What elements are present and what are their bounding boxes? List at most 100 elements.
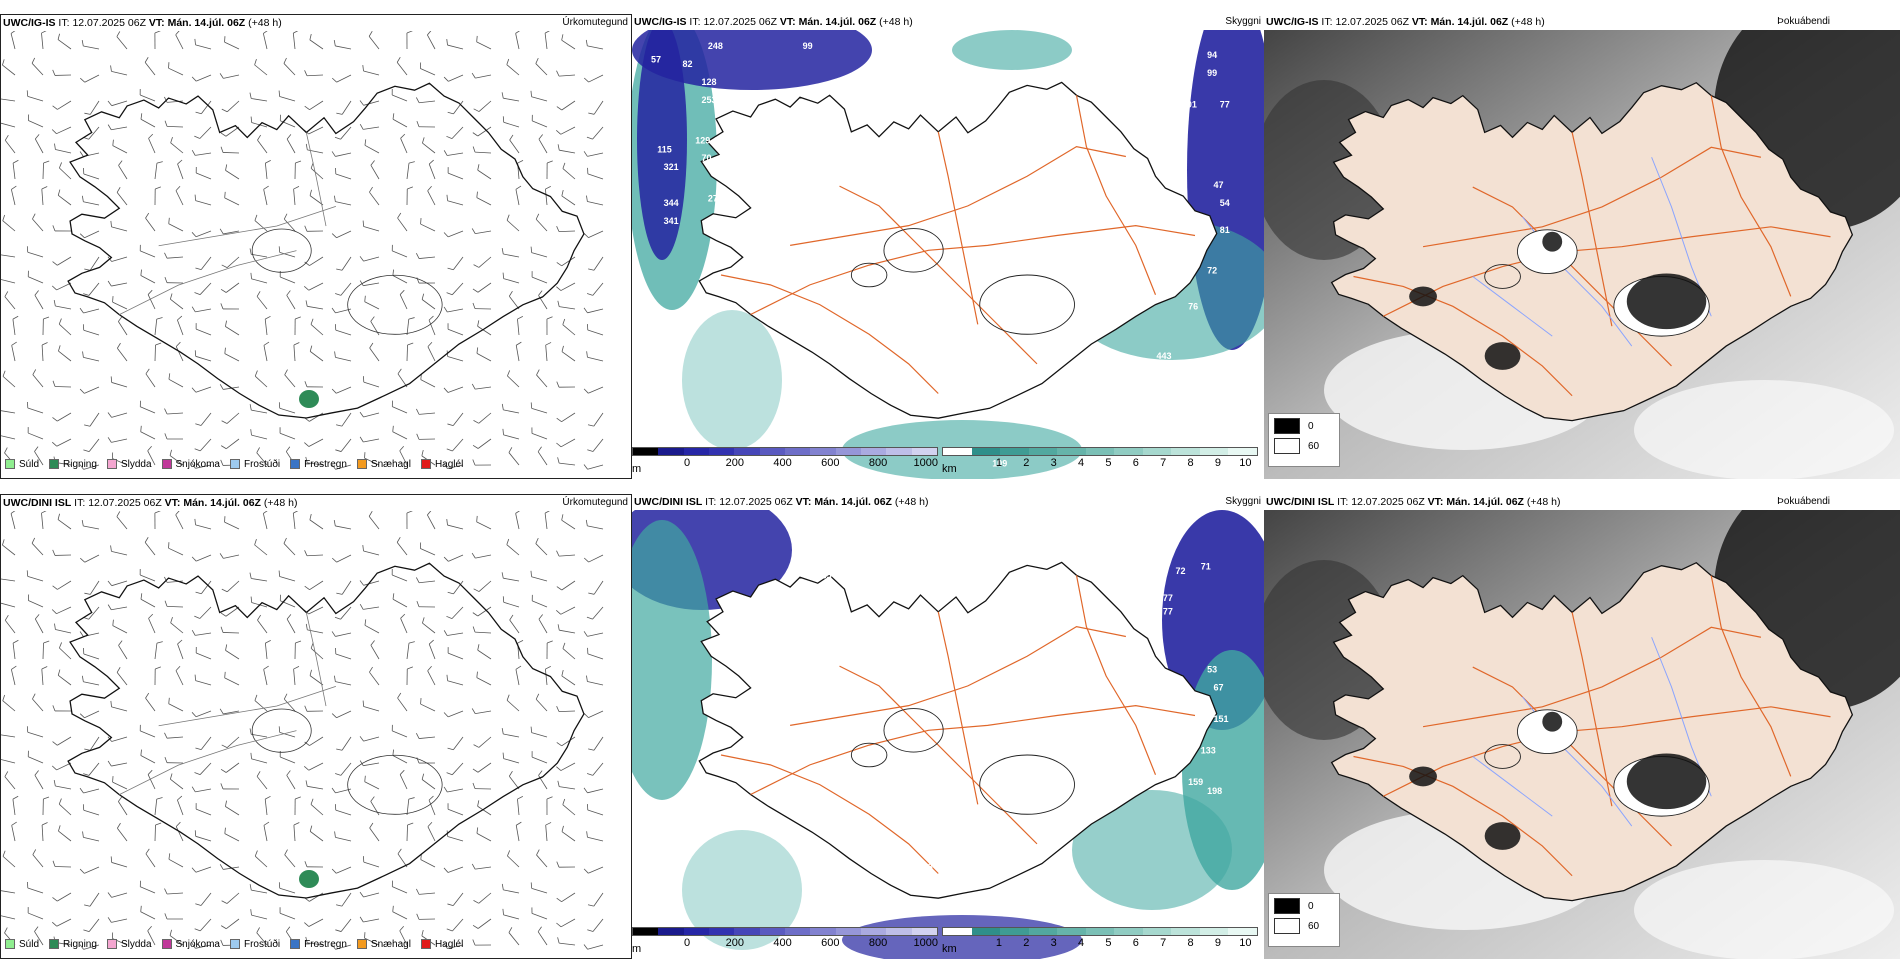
legend-item: Snæhagl xyxy=(357,459,411,470)
legend-label: Rigning xyxy=(63,939,97,950)
colorbar-tick: 6 xyxy=(1133,937,1139,949)
fog-legend-swatch xyxy=(1274,918,1300,934)
legend-swatch xyxy=(162,939,172,949)
legend-swatch xyxy=(290,459,300,469)
model-name: UWC/DINI ISL xyxy=(1,497,71,509)
legend-item: Frostúði xyxy=(230,939,280,950)
cloud-base-value: 85 xyxy=(822,570,832,580)
cloud-base-value: 151 xyxy=(1213,714,1228,724)
legend-label: Frostúði xyxy=(244,939,280,950)
colorbar-tick: 2 xyxy=(1023,937,1029,949)
precip-map xyxy=(1,511,632,959)
map-svg xyxy=(1,511,631,959)
colorbar-tick: 0 xyxy=(684,937,690,949)
precip-map xyxy=(1,31,632,479)
init-time: 12.07.2025 06Z xyxy=(719,496,793,508)
legend-label: Snæhagl xyxy=(371,939,411,950)
panel-header: UWC/IG-IS IT: 12.07.2025 06Z VT: Mán. 14… xyxy=(1,15,631,31)
legend-item: Súld xyxy=(5,459,39,470)
cloud-base-value: 344 xyxy=(664,198,679,208)
valid-time: Mán. 14.júl. 06Z xyxy=(1431,16,1509,28)
panel-header: UWC/DINI ISL IT: 12.07.2025 06Z VT: Mán.… xyxy=(1,495,631,511)
map-svg xyxy=(1,31,631,479)
cloud-base-value: 133 xyxy=(1201,745,1216,755)
legend-swatch xyxy=(49,939,59,949)
legend-swatch xyxy=(230,459,240,469)
legend-swatch xyxy=(357,459,367,469)
lead-time: (+48 h) xyxy=(264,497,298,509)
precip-panel-row1: UWC/IG-IS IT: 12.07.2025 06Z VT: Mán. 14… xyxy=(0,14,632,479)
map-svg xyxy=(1264,510,1900,959)
legend-item: Frostregn xyxy=(290,459,347,470)
cloud-base-value: 71 xyxy=(1201,561,1211,571)
colorbar-tick: 6 xyxy=(1133,457,1139,469)
legend-label: Snjókoma xyxy=(176,939,220,950)
cloud-base-value: 36 xyxy=(942,405,952,415)
cloud-base-value: 27 xyxy=(708,194,718,204)
cloud-base-value: 94 xyxy=(1207,50,1217,60)
colorbar-tick: 3 xyxy=(1051,457,1057,469)
fog-legend-row: 0 xyxy=(1274,418,1334,434)
legend-item: Rigning xyxy=(49,459,97,470)
ceiling-colorbar-bar xyxy=(632,927,938,936)
model-name: UWC/IG-IS xyxy=(1,17,56,29)
colorbar-tick: 0 xyxy=(684,457,690,469)
cloud-base-value: 443 xyxy=(1157,351,1172,361)
colorbar-tick: 2 xyxy=(1023,457,1029,469)
colorbar-tick: 3 xyxy=(1051,937,1057,949)
colorbar-tick: 600 xyxy=(821,457,839,469)
legend-item: Slydda xyxy=(107,459,152,470)
fog-legend-value: 0 xyxy=(1308,901,1314,912)
fog-legend-value: 0 xyxy=(1308,421,1314,432)
legend-swatch xyxy=(290,939,300,949)
legend-swatch xyxy=(49,459,59,469)
valid-time: Mán. 14.júl. 06Z xyxy=(814,496,892,508)
colorbar-tick: 1 xyxy=(996,457,1002,469)
cloud-base-value: 70 xyxy=(702,153,712,163)
cloud-panel-row2: UWC/DINI ISL IT: 12.07.2025 06Z VT: Mán.… xyxy=(632,494,1264,959)
legend-item: Haglél xyxy=(421,459,463,470)
legend-swatch xyxy=(5,939,15,949)
legend-label: Súld xyxy=(19,459,39,470)
visibility-colorbar-bar xyxy=(942,447,1258,456)
panel-title: Skyggni xyxy=(1225,14,1261,30)
cloud-base-value: 341 xyxy=(664,216,679,226)
lead-time: (+48 h) xyxy=(248,17,282,29)
model-name: UWC/IG-IS xyxy=(632,16,687,28)
cloud-base-value: 159 xyxy=(1188,777,1203,787)
colorbar-tick: 400 xyxy=(773,457,791,469)
legend-swatch xyxy=(421,459,431,469)
colorbar-tick: 10 xyxy=(1239,457,1251,469)
legend-item: Rigning xyxy=(49,939,97,950)
panel-header: UWC/DINI ISL IT: 12.07.2025 06Z VT: Mán.… xyxy=(1264,494,1900,510)
colorbar-tick: 200 xyxy=(726,937,744,949)
colorbar-tick: 5 xyxy=(1105,937,1111,949)
cloud-base-value: 77 xyxy=(1163,606,1173,616)
cloud-base-value: 08 xyxy=(923,862,933,872)
panel-title: Skyggni xyxy=(1225,494,1261,510)
legend-swatch xyxy=(107,459,117,469)
legend-swatch xyxy=(107,939,117,949)
cloud-base-value: 67 xyxy=(1213,683,1223,693)
cloud-base-value: 69 xyxy=(948,871,958,881)
panel-title: Úrkomutegund xyxy=(562,495,628,511)
cloud-base-value: 101 xyxy=(1182,99,1197,109)
legend-item: Frostúði xyxy=(230,459,280,470)
rain-area xyxy=(299,390,319,408)
visibility-unit: km xyxy=(942,463,957,475)
cloud-base-value: 82 xyxy=(683,59,693,69)
cloud-base-value: 76 xyxy=(1188,301,1198,311)
colorbar-tick: 10 xyxy=(1239,937,1251,949)
fog-legend-swatch xyxy=(1274,418,1300,434)
cloud-base-value: 128 xyxy=(702,77,717,87)
valid-time: Mán. 14.júl. 06Z xyxy=(799,16,877,28)
colorbar-tick: 5 xyxy=(1105,457,1111,469)
model-name: UWC/IG-IS xyxy=(1264,16,1319,28)
cloud-base-value: 100 xyxy=(822,548,837,558)
cloud-panel-row1: UWC/IG-IS IT: 12.07.2025 06Z VT: Mán. 14… xyxy=(632,14,1264,479)
legend-item: Haglél xyxy=(421,939,463,950)
lead-time: (+48 h) xyxy=(1527,496,1561,508)
legend-item: Snjókoma xyxy=(162,459,220,470)
